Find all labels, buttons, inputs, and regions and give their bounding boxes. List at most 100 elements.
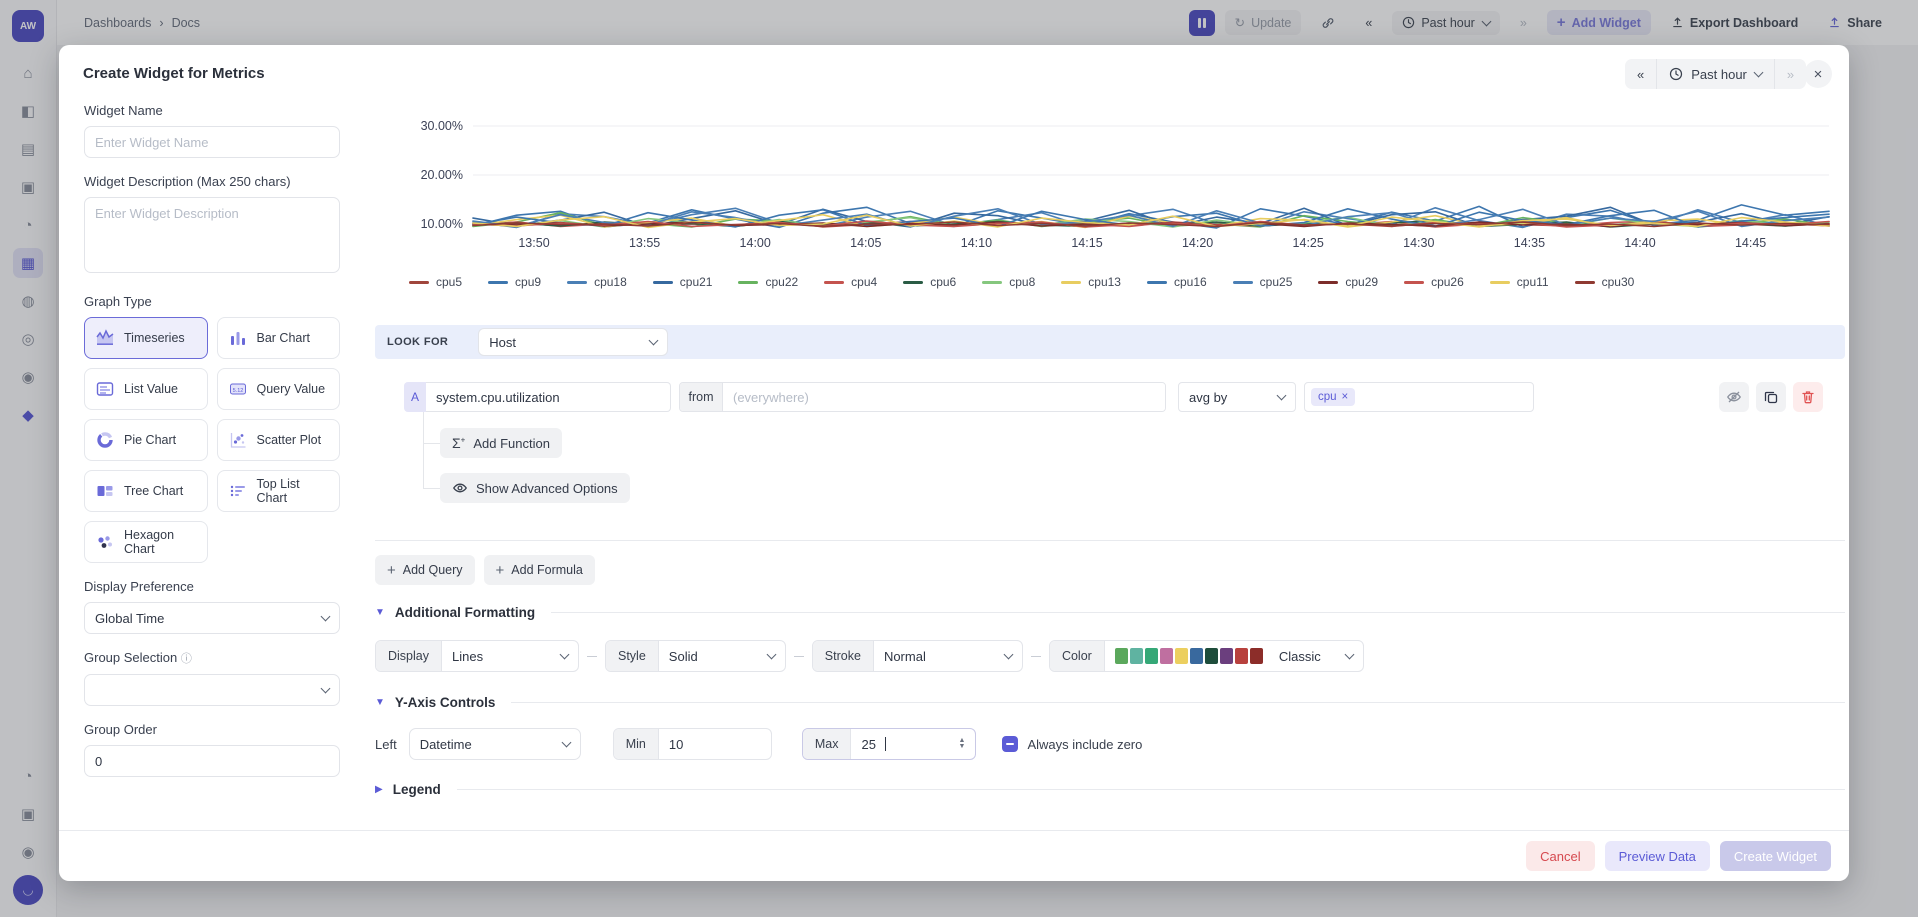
remove-tag-icon[interactable]: × — [1341, 391, 1349, 403]
clock-icon — [1403, 16, 1415, 29]
graph-type-top-list-chart[interactable]: Top List Chart — [216, 470, 340, 512]
legend-item-cpu4[interactable]: cpu4 — [824, 275, 877, 289]
legend-item-cpu16[interactable]: cpu16 — [1146, 275, 1207, 289]
legend-item-cpu11[interactable]: cpu11 — [1489, 275, 1549, 289]
time-back-button[interactable]: « — [1625, 59, 1658, 89]
metric-input[interactable]: system.cpu.utilization — [426, 382, 671, 412]
group-order-input[interactable] — [84, 745, 340, 777]
graph-type-pie-chart[interactable]: Pie Chart — [84, 419, 208, 461]
legend-item-cpu18[interactable]: cpu18 — [567, 275, 627, 289]
add-query-button[interactable]: + Add Query — [375, 555, 475, 585]
add-widget-button[interactable]: + Add Widget — [1546, 10, 1651, 35]
max-input[interactable]: 25 ▲ ▼ — [861, 736, 966, 752]
legend-item-cpu29[interactable]: cpu29 — [1318, 275, 1378, 289]
duplicate-query-button[interactable] — [1756, 382, 1786, 412]
sidebar-item-help-icon[interactable]: ◔ — [13, 761, 43, 791]
time-forward-button[interactable]: » — [1786, 66, 1795, 82]
sidebar-item-services-icon[interactable]: ◉ — [13, 362, 43, 392]
sidebar-item-metrics-icon[interactable]: ◧ — [13, 96, 43, 126]
legend-item-cpu25[interactable]: cpu25 — [1232, 275, 1292, 289]
legend-item-cpu5[interactable]: cpu5 — [409, 275, 462, 289]
legend-item-cpu8[interactable]: cpu8 — [982, 275, 1035, 289]
sidebar-item-docs-icon[interactable]: ▣ — [13, 172, 43, 202]
display-preference-label: Display Preference — [84, 579, 194, 594]
breadcrumb-docs[interactable]: Docs — [171, 15, 201, 30]
min-label: Min — [613, 729, 659, 759]
sidebar-item-settings-gear-icon[interactable]: ◉ — [13, 837, 43, 867]
legend-item-cpu21[interactable]: cpu21 — [652, 275, 712, 289]
pie-chart-icon — [95, 430, 115, 450]
sidebar-item-logs-icon[interactable]: ▤ — [13, 134, 43, 164]
user-avatar[interactable]: ◡ — [13, 875, 43, 905]
legend-color-dash — [1489, 280, 1510, 284]
look-for-select[interactable]: Host — [478, 328, 669, 356]
group-selection-select[interactable] — [84, 674, 340, 706]
copy-link-button[interactable] — [1311, 11, 1345, 35]
share-button[interactable]: Share — [1818, 11, 1892, 35]
time-back-button[interactable]: « — [1365, 15, 1373, 30]
display-select[interactable]: Lines — [442, 641, 578, 671]
group-order-label: Group Order — [84, 722, 157, 737]
number-stepper[interactable]: ▲ ▼ — [958, 737, 966, 750]
axis-scale-select[interactable]: Datetime — [408, 728, 581, 760]
delete-query-button[interactable] — [1793, 382, 1823, 412]
traces-icon: ◔ — [23, 216, 33, 234]
display-preference-select[interactable]: Global Time — [84, 602, 340, 634]
section-divider — [375, 540, 1845, 541]
y-axis-controls-header[interactable]: ▼ Y-Axis Controls — [375, 695, 1845, 710]
top-list-icon — [228, 481, 248, 501]
show-advanced-options-button[interactable]: Show Advanced Options — [440, 473, 630, 503]
sidebar-item-home-icon[interactable]: ⌂ — [13, 58, 43, 88]
sidebar-item-integrations-icon[interactable]: ◆ — [13, 400, 43, 430]
sidebar-item-package-icon[interactable]: ▣ — [13, 799, 43, 829]
add-function-button[interactable]: Σ+ Add Function — [440, 428, 562, 458]
color-palette-select[interactable]: Classic — [1105, 641, 1363, 671]
create-widget-button[interactable]: Create Widget — [1719, 841, 1831, 871]
time-forward-button[interactable]: » — [1519, 15, 1527, 30]
legend-color-dash — [1232, 280, 1253, 284]
update-button[interactable]: ↻ Update — [1224, 10, 1302, 35]
sidebar-item-dashboards-icon[interactable]: ▦ — [13, 248, 43, 278]
graph-type-scatter-plot[interactable]: Scatter Plot — [216, 419, 340, 461]
time-range-dropdown[interactable]: Past hour — [1392, 10, 1500, 35]
graph-type-timeseries[interactable]: Timeseries — [84, 317, 208, 359]
legend-color-dash — [488, 280, 509, 284]
graph-type-bar-chart[interactable]: Bar Chart — [216, 317, 340, 359]
graph-type-hexagon-chart[interactable]: Hexagon Chart — [84, 521, 208, 563]
add-formula-button[interactable]: + Add Formula — [483, 555, 595, 585]
legend-item-cpu22[interactable]: cpu22 — [738, 275, 798, 289]
preview-data-button[interactable]: Preview Data — [1604, 841, 1710, 871]
sidebar-item-alerts-icon[interactable]: ◍ — [13, 286, 43, 316]
breadcrumb-dashboards[interactable]: Dashboards — [84, 15, 152, 30]
graph-type-list-value[interactable]: List Value — [84, 368, 208, 410]
legend-section-header[interactable]: ▶ Legend — [375, 782, 1845, 797]
app-logo[interactable]: AW — [12, 10, 44, 42]
legend-item-cpu9[interactable]: cpu9 — [488, 275, 541, 289]
from-filter-input[interactable] — [723, 383, 1165, 411]
close-icon[interactable]: × — [1804, 60, 1832, 88]
widget-name-input[interactable] — [84, 126, 340, 158]
cancel-button[interactable]: Cancel — [1526, 841, 1595, 871]
style-select[interactable]: Solid — [659, 641, 785, 671]
legend-item-cpu6[interactable]: cpu6 — [903, 275, 956, 289]
sidebar-item-traces-icon[interactable]: ◔ — [13, 210, 43, 240]
legend-item-cpu30[interactable]: cpu30 — [1574, 275, 1634, 289]
aggregation-select[interactable]: avg by — [1178, 382, 1296, 412]
legend-item-cpu13[interactable]: cpu13 — [1061, 275, 1121, 289]
legend-item-cpu26[interactable]: cpu26 — [1404, 275, 1464, 289]
stroke-select[interactable]: Normal — [874, 641, 1022, 671]
time-range-dropdown[interactable]: Past hour — [1657, 59, 1775, 89]
export-dashboard-button[interactable]: Export Dashboard — [1661, 11, 1808, 35]
min-input[interactable]: 10 — [668, 736, 684, 752]
pause-button[interactable] — [1188, 9, 1215, 36]
docs-icon: ▣ — [20, 179, 36, 196]
timeseries-chart: 30.00% 20.00% 10.00% 13:50 13:55 14:00 14:05 14… — [421, 119, 1830, 250]
group-by-tag-field[interactable]: cpu × — [1304, 382, 1534, 412]
additional-formatting-header[interactable]: ▼ Additional Formatting — [375, 605, 1845, 620]
graph-type-query-value[interactable]: 5.12 Query Value — [216, 368, 340, 410]
always-include-zero-checkbox[interactable] — [1002, 736, 1019, 752]
widget-description-input[interactable] — [84, 197, 340, 273]
graph-type-tree-chart[interactable]: Tree Chart — [84, 470, 208, 512]
sidebar-item-monitors-icon[interactable]: ◎ — [13, 324, 43, 354]
hide-query-button[interactable] — [1719, 382, 1749, 412]
